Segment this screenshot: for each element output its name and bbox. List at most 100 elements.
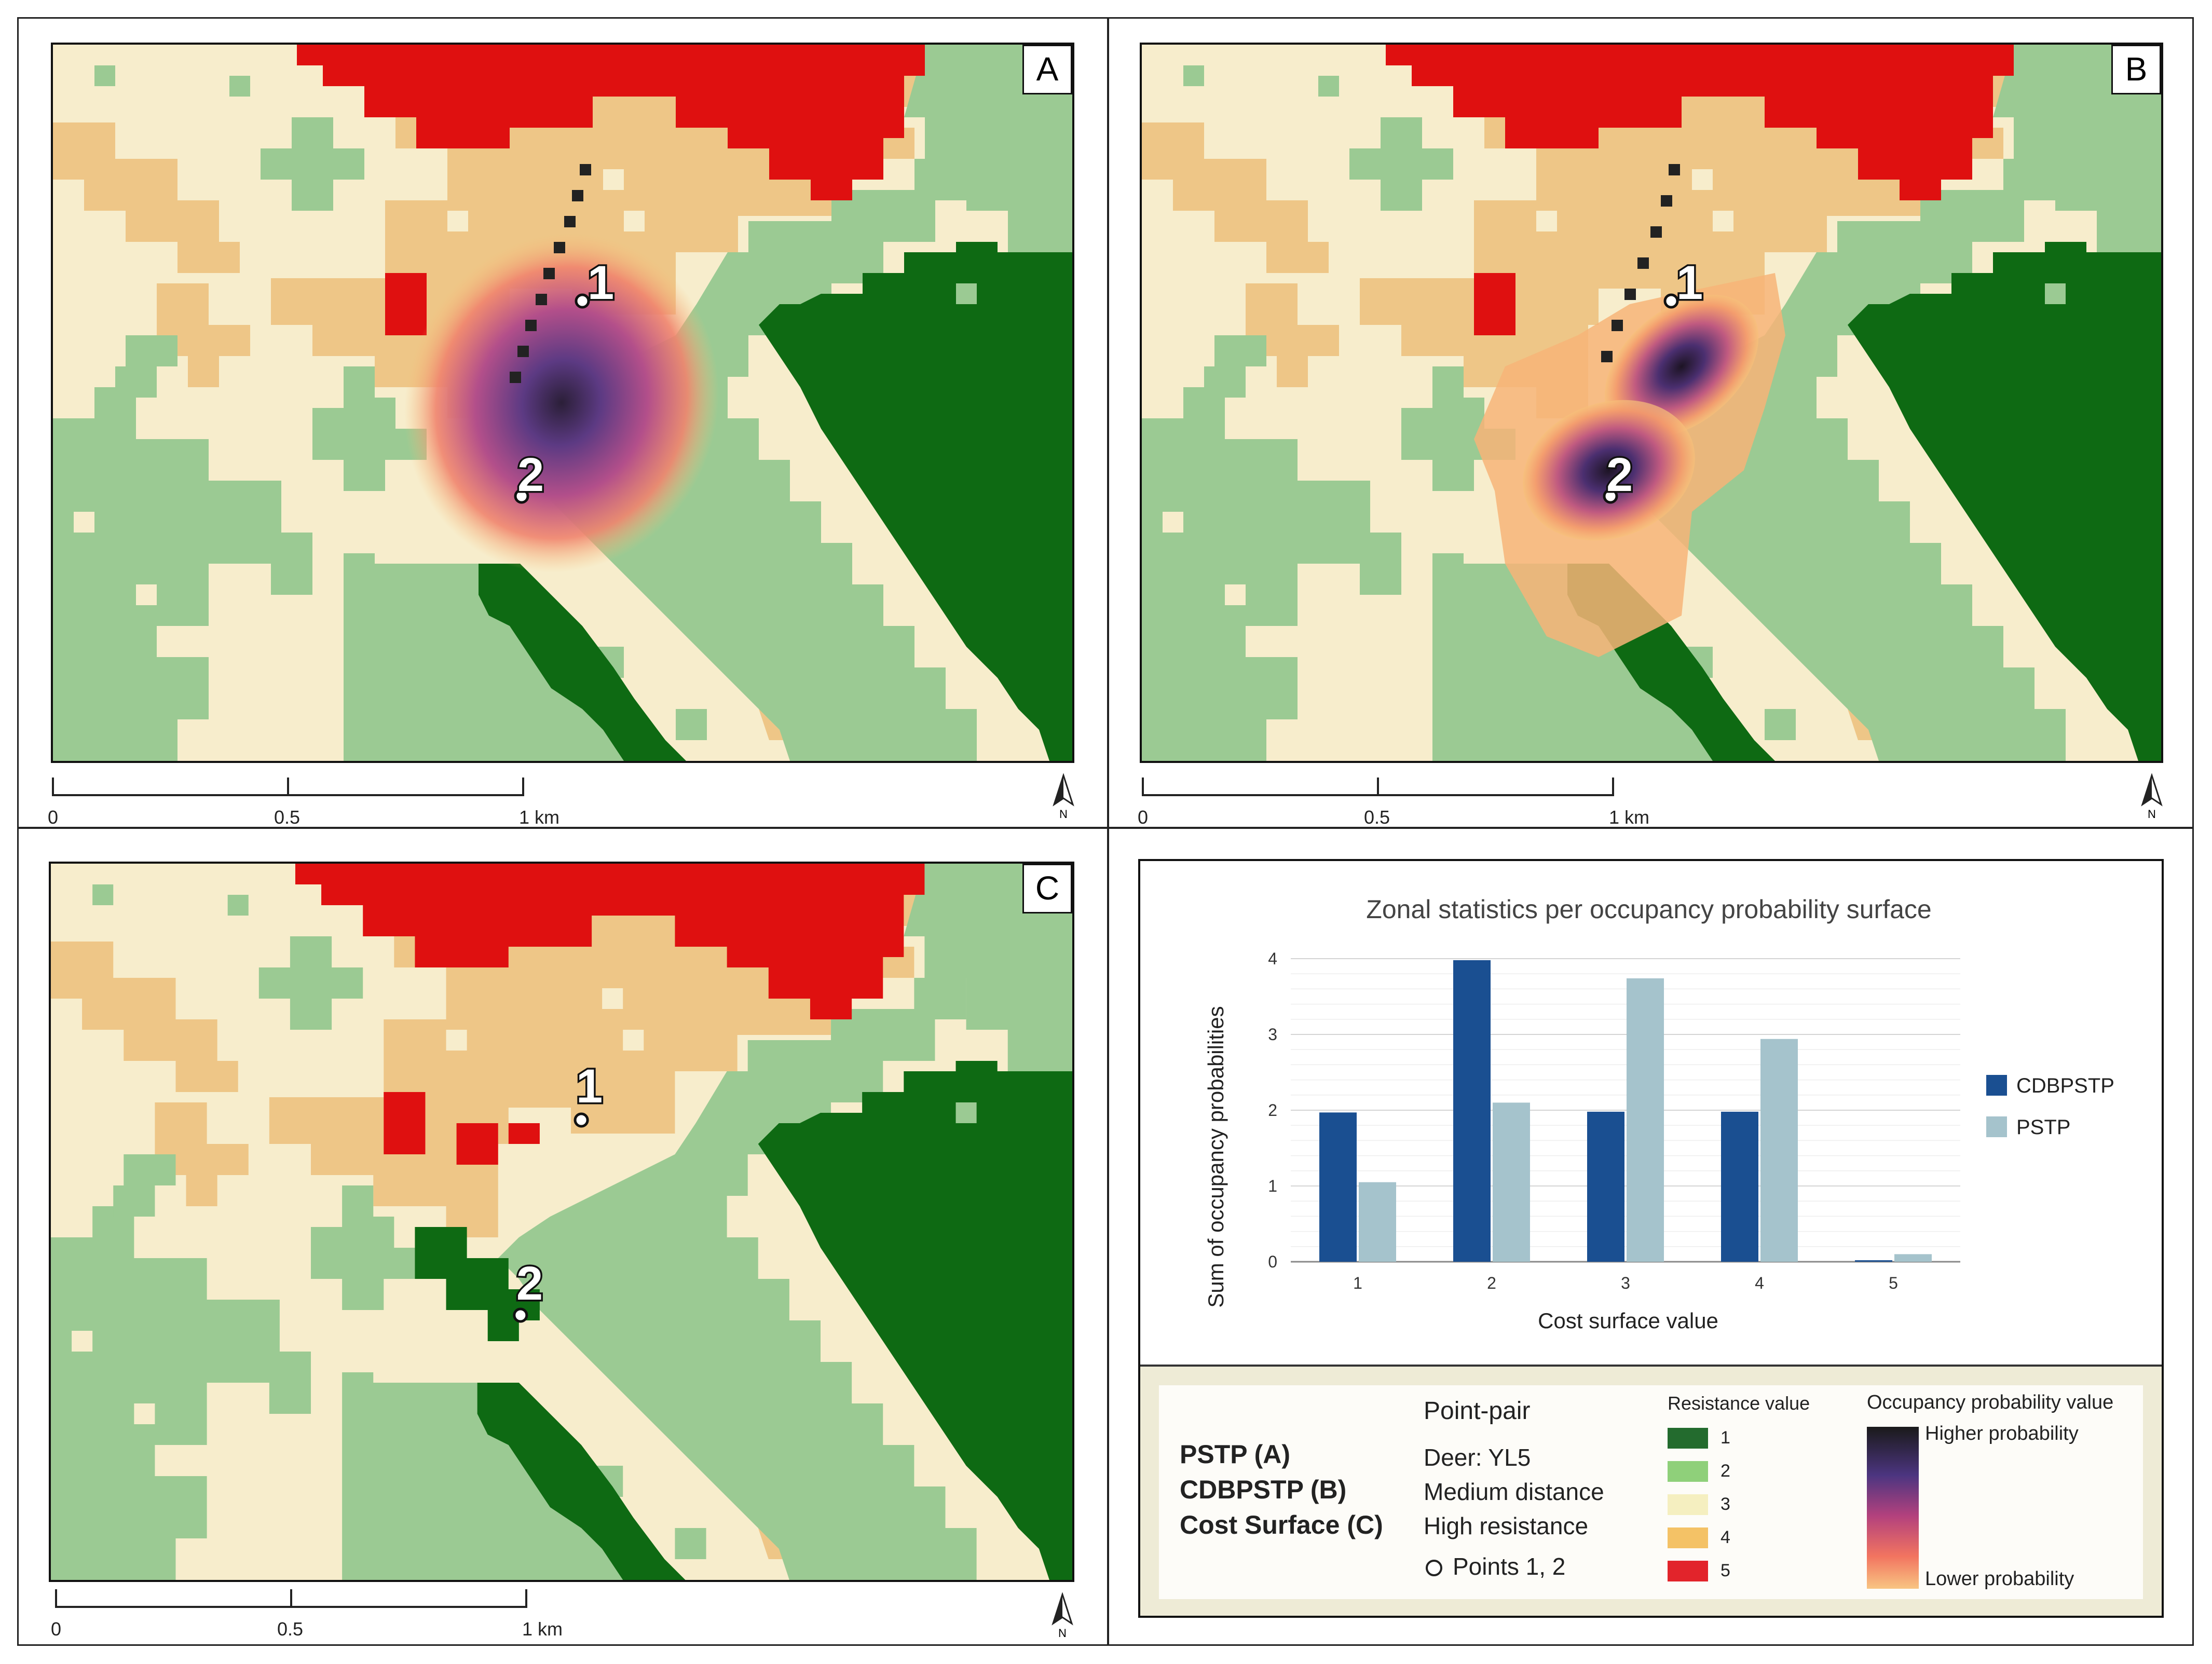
scale-0: 0	[48, 807, 59, 828]
method-cdbpstp: CDBPSTP (B)	[1180, 1475, 1347, 1504]
bar-chart: Zonal statistics per occupancy probabili…	[1204, 895, 2114, 1333]
occupancy-title: Occupancy probability value	[1867, 1392, 2114, 1413]
landscape-raster	[51, 864, 1072, 1580]
north-arrow-a: N	[1053, 773, 1074, 820]
bar-cdbpstp-2	[1453, 960, 1491, 1262]
x-tick-label: 5	[1889, 1274, 1898, 1292]
y-tick-labels: 0 1 2 3 4	[1268, 949, 1277, 1271]
y-tick-label: 1	[1268, 1177, 1277, 1195]
point-2-marker	[513, 1307, 528, 1323]
chart-legend: CDBPSTP PSTP	[1986, 1074, 2114, 1139]
legend-label-pstp: PSTP	[2016, 1116, 2070, 1139]
resistance-value-3: 3	[1721, 1494, 1730, 1514]
north-label: N	[1059, 808, 1068, 820]
occupancy-lower: Lower probability	[1925, 1568, 2074, 1590]
north-arrow-c: N	[1052, 1592, 1073, 1639]
bar-pstp-5	[1894, 1254, 1932, 1262]
points-label: Points 1, 2	[1453, 1553, 1566, 1580]
panel-a-label: A	[1022, 45, 1072, 94]
x-tick-label: 4	[1755, 1274, 1764, 1292]
legend-inner: PSTP (A) CDBPSTP (B) Cost Surface (C) Po…	[1159, 1385, 2143, 1599]
bars	[1319, 960, 1932, 1262]
bar-pstp-2	[1493, 1102, 1530, 1262]
y-tick-label: 0	[1268, 1252, 1277, 1271]
map-c-canvas: 1 2	[51, 864, 1072, 1580]
x-axis-label: Cost surface value	[1538, 1308, 1718, 1333]
resistance-title: Resistance value	[1668, 1393, 1810, 1414]
map-b-canvas: 1 2	[1142, 45, 2161, 761]
red-patch-small	[508, 1123, 540, 1144]
scale-0: 0	[51, 1618, 62, 1640]
occupancy-core-2	[1523, 400, 1695, 541]
point-1-marker	[1663, 293, 1679, 309]
resistance-swatch-4	[1668, 1527, 1708, 1548]
bar-cdbpstp-1	[1319, 1112, 1357, 1262]
method-pstp: PSTP (A)	[1180, 1440, 1290, 1469]
point-1-label: 1	[576, 1059, 603, 1113]
bar-pstp-4	[1760, 1039, 1798, 1262]
scale-05: 0.5	[1364, 807, 1390, 828]
scale-1km: 1 km	[1609, 807, 1650, 828]
bar-cdbpstp-3	[1587, 1111, 1624, 1262]
scale-0: 0	[1138, 807, 1149, 828]
x-tick-label: 2	[1487, 1274, 1496, 1292]
occupancy-surface	[404, 233, 719, 573]
panel-c-label: C	[1022, 864, 1072, 913]
method-cost-surface: Cost Surface (C)	[1180, 1510, 1383, 1539]
map-panel-a: 1 2 A	[51, 43, 1074, 763]
resistance-value-4: 4	[1721, 1527, 1730, 1547]
point-2-marker	[1603, 488, 1618, 504]
red-patch	[456, 1123, 498, 1165]
chart-title: Zonal statistics per occupancy probabili…	[1366, 895, 1931, 924]
scale-05: 0.5	[277, 1618, 304, 1640]
path-line	[1601, 164, 1680, 362]
scale-05: 0.5	[274, 807, 301, 828]
point-2-label: 2	[517, 448, 544, 501]
point-1-label: 1	[588, 256, 614, 309]
bar-cdbpstp-4	[1721, 1111, 1758, 1262]
panel-divider-horizontal	[17, 827, 2194, 829]
y-tick-label: 3	[1268, 1025, 1277, 1044]
point-2-label: 2	[516, 1257, 543, 1310]
y-tick-label: 4	[1268, 949, 1277, 968]
resistance-value-5: 5	[1721, 1561, 1730, 1580]
scale-1km: 1 km	[519, 807, 560, 828]
path-line	[510, 164, 591, 383]
occupancy-gradient-bar	[1867, 1427, 1919, 1589]
scale-1km: 1 km	[522, 1618, 563, 1640]
point-1-marker	[575, 293, 590, 309]
point-2-label: 2	[1606, 448, 1633, 501]
dark-green-patch	[415, 1227, 540, 1341]
pointpair-distance: Medium distance	[1424, 1478, 1604, 1505]
point-2-marker	[514, 488, 529, 504]
map-panel-c: 1 2 C	[49, 862, 1074, 1582]
resistance-swatch-5	[1668, 1561, 1708, 1581]
resistance-value-1: 1	[1721, 1428, 1730, 1448]
bar-cdbpstp-5	[1855, 1260, 1892, 1262]
panel-divider-vertical	[1107, 17, 1109, 1646]
legend-label-cdbpstp: CDBPSTP	[2016, 1074, 2114, 1097]
legend-swatch-pstp	[1986, 1116, 2007, 1137]
bar-pstp-3	[1627, 978, 1664, 1262]
legend-swatch-cdbpstp	[1986, 1075, 2007, 1096]
x-tick-label: 3	[1621, 1274, 1630, 1292]
pointpair-title: Point-pair	[1424, 1397, 1531, 1425]
point-1-label: 1	[1676, 256, 1703, 309]
y-tick-label: 2	[1268, 1101, 1277, 1120]
north-label: N	[1058, 1627, 1067, 1639]
map-panel-b: 1 2 B	[1140, 43, 2163, 763]
resistance-value-2: 2	[1721, 1461, 1730, 1481]
chart-area: Zonal statistics per occupancy probabili…	[1140, 861, 2162, 1365]
north-arrow-b: N	[2141, 773, 2163, 820]
panel-d: D Zonal statistics per occupancy probabi…	[1138, 859, 2164, 1618]
legend-panel: PSTP (A) CDBPSTP (B) Cost Surface (C) Po…	[1140, 1365, 2162, 1616]
x-tick-labels: 1 2 3 4 5	[1353, 1274, 1898, 1292]
resistance-swatch-1	[1668, 1428, 1708, 1449]
y-axis-label: Sum of occupancy probabilities	[1204, 1006, 1228, 1307]
resistance-swatch-3	[1668, 1494, 1708, 1515]
map-a-canvas: 1 2	[53, 45, 1072, 761]
north-label: N	[2148, 808, 2156, 820]
point-symbol-icon	[1426, 1560, 1442, 1576]
bar-pstp-1	[1359, 1182, 1396, 1262]
pointpair-deer: Deer: YL5	[1424, 1444, 1531, 1471]
